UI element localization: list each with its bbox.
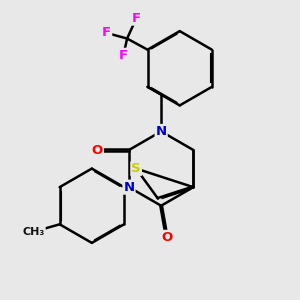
Text: N: N — [123, 181, 134, 194]
Text: S: S — [131, 162, 141, 175]
Text: F: F — [132, 12, 141, 25]
Text: F: F — [102, 26, 111, 40]
Text: O: O — [92, 143, 103, 157]
Text: CH₃: CH₃ — [22, 227, 45, 237]
Text: N: N — [156, 125, 167, 138]
Text: F: F — [119, 49, 128, 62]
Text: O: O — [161, 231, 172, 244]
